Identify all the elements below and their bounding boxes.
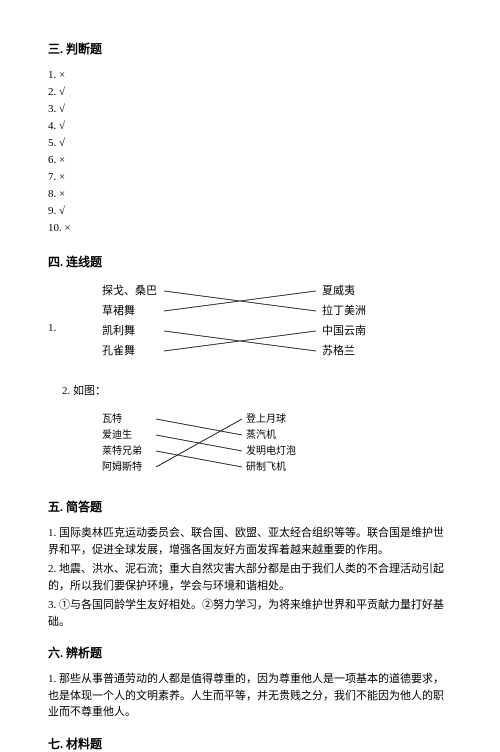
svg-text:夏威夷: 夏威夷 xyxy=(322,284,355,297)
svg-text:莱特兄弟: 莱特兄弟 xyxy=(102,445,142,457)
matching-2: 瓦特爱迪生莱特兄弟阿姆斯特 登上月球蒸汽机发明电灯泡研制飞机 xyxy=(48,408,452,484)
svg-text:瓦特: 瓦特 xyxy=(102,413,122,425)
short-answer-1: 1. 国际奥林匹克运动委员会、联合国、欧盟、亚太经合组织等等。联合国是维护世界和… xyxy=(48,525,452,558)
svg-text:草裙舞: 草裙舞 xyxy=(102,304,135,317)
matching-2-caption: 2. 如图： xyxy=(62,382,452,398)
short-answer-3: 3. ①与各国同龄学生友好相处。②努力学习，为将来维护世界和平贡献力量打好基础。 xyxy=(48,597,452,630)
judge-item: 8. × xyxy=(48,186,452,203)
judge-item: 9. √ xyxy=(48,203,452,220)
judge-list: 1. × 2. √ 3. √ 4. √ 5. √ 6. × 7. × 8. × … xyxy=(48,67,452,237)
analysis-1: 1. 那些从事普通劳动的人都是值得尊重的，因为尊重他人是一项基本的道德要求，也是… xyxy=(48,671,452,721)
judge-item: 4. √ xyxy=(48,118,452,135)
section-5-title: 五. 简答题 xyxy=(48,498,452,515)
judge-item: 7. × xyxy=(48,169,452,186)
svg-text:蒸汽机: 蒸汽机 xyxy=(246,428,276,441)
judge-item: 5. √ xyxy=(48,135,452,152)
section-6-title: 六. 辨析题 xyxy=(48,644,452,661)
svg-text:发明电灯泡: 发明电灯泡 xyxy=(246,444,296,457)
matching-1-diagram: 探戈、桑巴草裙舞凯利舞孔雀舞 夏威夷拉丁美洲中国云南苏格兰 xyxy=(62,280,402,368)
section-4-title: 四. 连线题 xyxy=(48,253,452,270)
short-answer-2: 2. 地震、洪水、泥石流；重大自然灾害大部分都是由于我们人类的不合理活动引起的，… xyxy=(48,561,452,594)
judge-item: 2. √ xyxy=(48,84,452,101)
svg-text:孔雀舞: 孔雀舞 xyxy=(102,344,135,357)
section-7-title: 七. 材料题 xyxy=(48,735,452,752)
judge-item: 10. × xyxy=(48,220,452,237)
svg-text:苏格兰: 苏格兰 xyxy=(322,343,355,357)
svg-text:阿姆斯特: 阿姆斯特 xyxy=(102,460,142,473)
svg-text:爱迪生: 爱迪生 xyxy=(102,428,132,441)
svg-text:拉丁美洲: 拉丁美洲 xyxy=(322,303,366,317)
judge-item: 6. × xyxy=(48,152,452,169)
short-answer-block: 1. 国际奥林匹克运动委员会、联合国、欧盟、亚太经合组织等等。联合国是维护世界和… xyxy=(48,525,452,630)
matching-1-num: 1. xyxy=(48,280,62,334)
svg-text:中国云南: 中国云南 xyxy=(322,324,366,337)
matching-1: 1. 探戈、桑巴草裙舞凯利舞孔雀舞 夏威夷拉丁美洲中国云南苏格兰 xyxy=(48,280,452,368)
judge-item: 3. √ xyxy=(48,101,452,118)
section-3-title: 三. 判断题 xyxy=(48,40,452,57)
matching-2-diagram: 瓦特爱迪生莱特兄弟阿姆斯特 登上月球蒸汽机发明电灯泡研制飞机 xyxy=(62,408,362,484)
svg-text:探戈、桑巴: 探戈、桑巴 xyxy=(102,284,157,297)
svg-text:研制飞机: 研制飞机 xyxy=(246,460,286,473)
judge-item: 1. × xyxy=(48,67,452,84)
svg-text:登上月球: 登上月球 xyxy=(246,412,286,425)
analysis-block: 1. 那些从事普通劳动的人都是值得尊重的，因为尊重他人是一项基本的道德要求，也是… xyxy=(48,671,452,721)
svg-text:凯利舞: 凯利舞 xyxy=(102,324,135,337)
